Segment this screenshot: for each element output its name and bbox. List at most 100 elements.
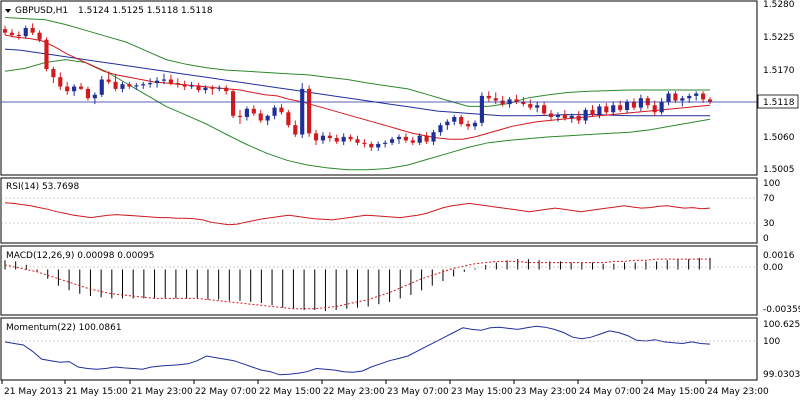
momentum-line bbox=[4, 325, 711, 376]
candle-body bbox=[224, 87, 229, 92]
candle-body bbox=[576, 115, 581, 121]
symbol-label: GBPUSD,H1 bbox=[15, 6, 68, 16]
candle-body bbox=[424, 135, 429, 142]
time-label: 24 May 23:00 bbox=[707, 387, 769, 397]
rsi-line bbox=[4, 202, 711, 226]
candle-body bbox=[258, 113, 263, 121]
candle-body bbox=[472, 122, 478, 127]
candle-body bbox=[265, 115, 270, 121]
candle-body bbox=[341, 136, 346, 142]
current-price-box bbox=[757, 94, 799, 109]
candle-body bbox=[348, 136, 353, 140]
candle-body bbox=[673, 93, 678, 101]
candle-body bbox=[251, 108, 256, 114]
candle-body bbox=[583, 109, 588, 121]
candle-body bbox=[51, 68, 56, 78]
candle-body bbox=[279, 107, 284, 113]
candle-body bbox=[369, 143, 374, 148]
candle-body bbox=[210, 87, 215, 89]
price-panel-frame bbox=[0, 0, 758, 176]
time-label: 24 May 07:00 bbox=[579, 387, 641, 397]
candle-body bbox=[659, 101, 664, 113]
candle-body bbox=[189, 85, 194, 87]
candle-body bbox=[624, 101, 630, 110]
candle-body bbox=[127, 84, 132, 87]
candle-body bbox=[134, 85, 139, 87]
candle-body bbox=[37, 32, 42, 40]
macd-label: MACD(12,26,9) 0.00098 0.00095 bbox=[6, 251, 155, 261]
candle-body bbox=[23, 28, 28, 37]
candle-body bbox=[65, 86, 70, 92]
candle-body bbox=[313, 133, 319, 141]
candle-body bbox=[445, 121, 450, 126]
ohlc-readout: 1.5124 1.5125 1.5118 1.5118 bbox=[78, 6, 213, 16]
candle-body bbox=[417, 135, 422, 143]
candle-body bbox=[16, 35, 21, 37]
macd-tick: 0.00 bbox=[763, 263, 783, 273]
candle-body bbox=[438, 125, 443, 133]
candle-body bbox=[72, 86, 77, 92]
candle-body bbox=[459, 116, 464, 124]
candle-body bbox=[120, 84, 125, 89]
candle-body bbox=[389, 139, 395, 143]
candle-body bbox=[687, 95, 692, 99]
candle-body bbox=[694, 93, 699, 96]
rsi-tick: 30 bbox=[763, 219, 775, 229]
candle-body bbox=[493, 98, 498, 101]
momentum-panel-frame bbox=[0, 317, 758, 381]
candle-body bbox=[396, 136, 402, 140]
time-label: 23 May 23:00 bbox=[515, 387, 577, 397]
candle-body bbox=[168, 79, 173, 84]
candle-body bbox=[410, 140, 415, 143]
candle-body bbox=[30, 28, 35, 33]
candle-body bbox=[362, 142, 367, 144]
price-tick: 1.5280 bbox=[763, 0, 795, 10]
rsi-tick: 70 bbox=[763, 194, 775, 204]
candle-body bbox=[154, 80, 160, 84]
candle-body bbox=[680, 98, 685, 101]
price-tick: 1.5170 bbox=[763, 66, 795, 76]
candle-body bbox=[562, 114, 567, 119]
candle-body bbox=[141, 84, 146, 86]
candlesticks bbox=[2, 23, 713, 151]
candle-body bbox=[618, 105, 623, 110]
momentum-tick: 100.625 bbox=[763, 320, 800, 330]
dropdown-triangle-icon[interactable] bbox=[5, 9, 11, 13]
candle-body bbox=[231, 91, 236, 116]
candle-body bbox=[203, 87, 208, 91]
candle-body bbox=[431, 132, 436, 142]
candle-body bbox=[286, 112, 291, 126]
candle-body bbox=[182, 84, 187, 87]
candle-body bbox=[707, 99, 713, 102]
candle-body bbox=[307, 88, 312, 134]
candle-body bbox=[2, 29, 8, 33]
rsi-panel-frame bbox=[0, 177, 758, 244]
time-label: 24 May 15:00 bbox=[643, 387, 705, 397]
candle-body bbox=[175, 83, 180, 85]
candle-body bbox=[535, 105, 540, 108]
candle-body bbox=[604, 106, 609, 113]
time-label: 22 May 07:00 bbox=[195, 387, 257, 397]
candle-body bbox=[590, 109, 595, 115]
candle-body bbox=[548, 113, 554, 117]
rsi-series bbox=[4, 202, 711, 226]
candle-body bbox=[542, 105, 547, 114]
momentum-series bbox=[4, 325, 711, 376]
candle-body bbox=[555, 114, 561, 117]
current-price-label: 1.5118 bbox=[763, 98, 795, 108]
candle-body bbox=[196, 85, 201, 91]
candle-body bbox=[9, 32, 14, 36]
time-label: 22 May 23:00 bbox=[323, 387, 385, 397]
candle-body bbox=[237, 115, 243, 117]
candle-body bbox=[383, 142, 388, 144]
macd-series bbox=[4, 257, 711, 312]
candle-body bbox=[376, 143, 381, 148]
candle-body bbox=[58, 77, 63, 87]
candle-body bbox=[320, 135, 326, 141]
time-axis: 21 May 2013 21 May 15:00 21 May 23:00 22… bbox=[1, 380, 769, 397]
momentum-tick: 100 bbox=[763, 337, 780, 347]
candle-body bbox=[514, 99, 519, 102]
time-label: 23 May 15:00 bbox=[451, 387, 513, 397]
